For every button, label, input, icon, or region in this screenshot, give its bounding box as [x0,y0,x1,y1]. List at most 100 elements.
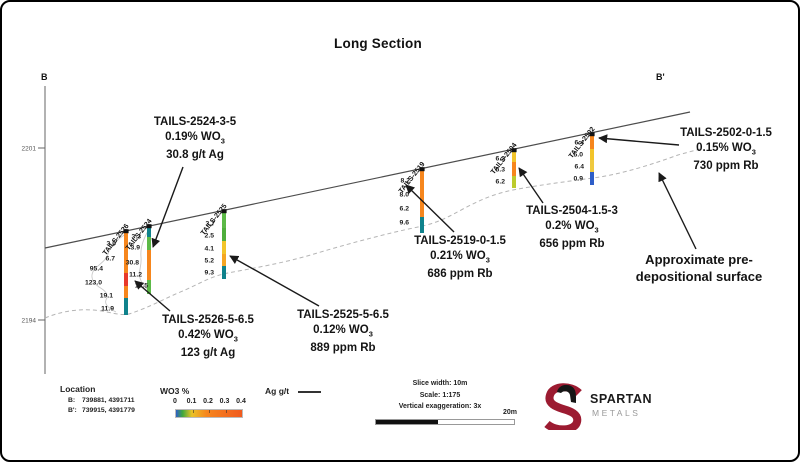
ag-line-sample [298,391,321,393]
assay-interval-segment [147,237,151,250]
interval-value: 5.0 [574,151,584,158]
assay-interval-segment [124,273,128,286]
wo3-tick-label: 0 [173,398,177,405]
location-row-b: B: 739881, 4391711 [60,397,135,404]
leader-arrow-tails-2504-1.5-3 [518,167,544,204]
interval-value: 11.9 [101,305,114,312]
slice-width-label: Slice width: 10m [412,380,468,387]
wo3-legend-heading: WO3 % [160,386,190,396]
wo3-bar-tick [192,410,194,413]
scale-bar-fill [376,420,438,424]
interval-value: 5.2 [205,257,215,264]
location-row-b-prime: B': 739915, 4391779 [60,407,135,414]
assay-interval-segment [222,228,226,241]
assay-interval-segment [420,217,424,233]
page-title: Long Section [334,36,422,51]
location-key-b-prime: B': [68,407,77,414]
assay-interval-segment [512,176,516,188]
collar-dot [511,148,517,153]
interval-value: 0.9 [574,175,584,182]
assay-interval-segment [590,149,594,160]
assay-interval-segment [420,202,424,217]
interval-value: 3.0 [107,240,117,247]
spartan-helmet-icon [557,384,576,403]
interval-value: 8.0 [400,191,410,198]
interval-value: 11.2 [129,271,142,278]
interval-value: 6.2 [400,205,410,212]
leader-arrow-tails-2526-5-6.5 [134,280,171,312]
wo3-tick-label: 0.1 [186,398,197,405]
collar-dot [146,224,152,229]
wo3-bar-tick [209,410,210,413]
assay-interval-segment [590,160,594,172]
ground-surface-line [44,111,691,249]
wo3-tick-label: 0.4 [236,398,246,405]
interval-value: 3.9 [131,244,141,251]
leader-arrow-tails-2524-3-5 [151,166,184,248]
leader-arrow-tails-2502-0-1.5 [598,134,680,146]
collar-dot [589,132,595,137]
ag-legend-heading: Ag g/t [265,386,290,396]
assay-interval-segment [222,241,226,254]
leader-arrow-pre-depositional-surface [658,172,697,250]
location-key-b: B: [68,397,76,404]
interval-value: 6.4 [575,139,585,146]
wo3-tick-label: 0.2 [203,398,213,405]
wo3-tick-labels: 0 0.1 0.2 0.3 0.4 [173,398,246,406]
ag-profile-curve [91,233,127,313]
interval-value: 6.3 [496,166,506,173]
location-value-b-prime: 739915, 4391779 [82,407,135,414]
logo-s-ribbon [544,383,582,430]
interval-value: 95.4 [90,265,103,272]
assay-interval-segment [512,162,516,176]
legend-location: Location B: 739881, 4391711 B': 739915, … [60,384,135,414]
wo3-tick-label: 0.3 [219,398,230,405]
interval-value: 8.2 [401,177,411,184]
interval-value: 2.5 [205,232,215,239]
assay-interval-segment [420,186,424,202]
location-heading: Location [60,384,96,394]
assay-interval-segment [222,213,226,228]
interval-value: 6.4 [575,163,585,170]
interval-value: 6.2 [496,155,506,162]
interval-value: 3.7 [206,220,216,227]
assay-interval-segment [590,136,594,149]
elevation-label: 2201 [22,146,37,153]
assay-interval-segment [147,280,151,294]
logo-subname: METALS [592,408,641,418]
interval-value: 30.8 [126,259,139,266]
interval-value: 9.3 [205,269,215,276]
leader-arrow-tails-2525-5-6.5 [229,255,320,307]
collar-dot [221,209,227,214]
interval-value: 19.1 [100,292,113,299]
assay-interval-segment [124,233,128,273]
assay-interval-segment [124,286,128,298]
assay-interval-segment [222,266,226,279]
pre-depositional-surface-line [44,148,701,319]
wo3-colorbar [175,409,243,418]
section-marker-b-prime: B' [656,72,665,82]
assay-interval-segment [512,152,516,162]
scale-bar-label: 20m [502,409,517,416]
assay-interval-segment [124,298,128,315]
scale-bar [375,419,515,425]
interval-value: 9.6 [400,219,410,226]
assay-interval-segment [147,228,151,237]
location-value-b: 739881, 4391711 [82,397,135,404]
interval-value: 6.2 [496,178,506,185]
assay-interval-segment [420,171,424,186]
section-marker-b: B [41,72,48,82]
logo-name: SPARTAN [590,392,653,406]
collar-dot [123,229,129,234]
assay-interval-segment [590,172,594,185]
scale-label: Scale: 1:175 [419,391,461,399]
collar-dot [419,167,425,172]
leader-arrow-tails-2519-0-1.5 [405,184,455,233]
assay-interval-segment [147,250,151,280]
